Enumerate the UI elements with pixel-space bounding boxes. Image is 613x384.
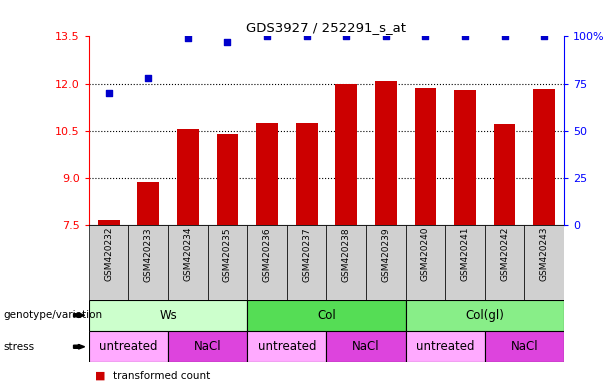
Text: transformed count: transformed count	[113, 371, 211, 381]
Bar	[168, 225, 208, 300]
Bar	[208, 225, 247, 300]
Bar	[216, 134, 238, 225]
Bar	[137, 182, 159, 225]
Bar	[533, 89, 555, 225]
Text: GSM420232: GSM420232	[104, 227, 113, 281]
Point	[460, 33, 470, 40]
Bar	[445, 225, 485, 300]
Text: GSM420237: GSM420237	[302, 227, 311, 281]
Text: GSM420233: GSM420233	[144, 227, 153, 281]
Bar	[524, 225, 564, 300]
Point	[341, 33, 351, 40]
Point	[500, 33, 509, 40]
Text: untreated: untreated	[416, 340, 474, 353]
Text: untreated: untreated	[99, 340, 158, 353]
Point	[381, 33, 390, 40]
Bar	[89, 331, 168, 362]
Bar	[406, 225, 445, 300]
Text: GSM420243: GSM420243	[539, 227, 549, 281]
Text: NaCl: NaCl	[511, 340, 538, 353]
Bar	[256, 123, 278, 225]
Point	[143, 75, 153, 81]
Bar	[129, 225, 168, 300]
Bar	[485, 225, 524, 300]
Text: GSM420239: GSM420239	[381, 227, 390, 281]
Text: GSM420238: GSM420238	[341, 227, 351, 281]
Text: GSM420242: GSM420242	[500, 227, 509, 281]
Bar	[89, 225, 129, 300]
Text: genotype/variation: genotype/variation	[3, 310, 102, 320]
Bar	[168, 331, 247, 362]
Point	[539, 33, 549, 40]
Text: untreated: untreated	[257, 340, 316, 353]
Bar	[406, 300, 564, 331]
Title: GDS3927 / 252291_s_at: GDS3927 / 252291_s_at	[246, 21, 406, 34]
Bar	[454, 90, 476, 225]
Bar	[406, 331, 485, 362]
Text: NaCl: NaCl	[352, 340, 380, 353]
Bar	[375, 81, 397, 225]
Text: GSM420234: GSM420234	[183, 227, 192, 281]
Text: GSM420235: GSM420235	[223, 227, 232, 281]
Text: NaCl: NaCl	[194, 340, 221, 353]
Bar	[485, 331, 564, 362]
Point	[262, 33, 272, 40]
Bar	[247, 300, 406, 331]
Bar	[247, 225, 287, 300]
Point	[183, 35, 192, 41]
Text: GSM420241: GSM420241	[460, 227, 470, 281]
Bar	[327, 331, 406, 362]
Bar	[287, 225, 327, 300]
Bar	[493, 124, 516, 225]
Bar	[247, 331, 327, 362]
Point	[302, 33, 311, 40]
Point	[421, 33, 430, 40]
Bar	[366, 225, 406, 300]
Text: Ws: Ws	[159, 309, 177, 322]
Bar	[98, 220, 120, 225]
Text: Col: Col	[317, 309, 336, 322]
Text: GSM420240: GSM420240	[421, 227, 430, 281]
Bar	[177, 129, 199, 225]
Text: ■: ■	[95, 371, 105, 381]
Text: GSM420236: GSM420236	[262, 227, 272, 281]
Bar	[89, 300, 247, 331]
Text: stress: stress	[3, 342, 34, 352]
Bar	[295, 123, 318, 225]
Text: Col(gl): Col(gl)	[465, 309, 504, 322]
Point	[223, 39, 232, 45]
Bar	[414, 88, 436, 225]
Point	[104, 90, 113, 96]
Bar	[335, 84, 357, 225]
Bar	[327, 225, 366, 300]
